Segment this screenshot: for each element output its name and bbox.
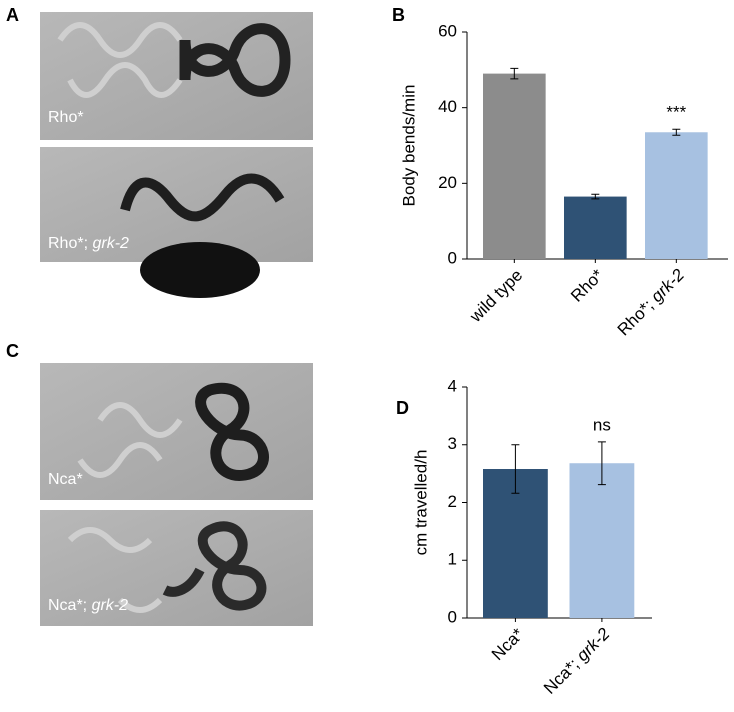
y-tick-label: 2 bbox=[448, 492, 457, 511]
photo: Nca*; grk-2 bbox=[40, 510, 313, 626]
bar bbox=[569, 463, 635, 618]
y-tick-label: 3 bbox=[448, 434, 457, 453]
y-tick-label: 20 bbox=[438, 173, 457, 192]
y-tick-label: 40 bbox=[438, 97, 457, 116]
y-tick-label: 1 bbox=[448, 550, 457, 569]
y-tick-label: 4 bbox=[448, 376, 457, 395]
bar bbox=[564, 196, 627, 259]
bar bbox=[483, 73, 546, 259]
y-axis-label: cm travelled/h bbox=[411, 450, 430, 556]
annotation: *** bbox=[666, 103, 686, 122]
photo-caption: Nca*; grk-2 bbox=[48, 597, 128, 614]
panel-label: B bbox=[392, 5, 405, 25]
annotation: ns bbox=[593, 415, 611, 434]
photo-caption: Rho* bbox=[48, 109, 84, 126]
photo-caption: Nca* bbox=[48, 471, 83, 488]
error-bar bbox=[510, 67, 519, 80]
panel-label: A bbox=[6, 5, 19, 25]
panel-label: C bbox=[6, 341, 19, 361]
x-tick-label: Rho* bbox=[567, 265, 607, 305]
photo: Nca* bbox=[40, 363, 313, 500]
x-tick-label: Rho*; grk-2 bbox=[614, 265, 689, 340]
x-tick-label: wild type bbox=[465, 266, 526, 327]
x-tick-label: Nca* bbox=[488, 624, 528, 664]
error-bar bbox=[672, 128, 681, 136]
photo-caption: Rho*; grk-2 bbox=[48, 235, 129, 252]
error-bar bbox=[511, 444, 520, 494]
x-tick-label: Nca*; grk-2 bbox=[540, 624, 614, 698]
bar bbox=[483, 469, 548, 618]
error-bar bbox=[597, 441, 606, 486]
photo: Rho* bbox=[40, 12, 313, 140]
y-axis-label: Body bends/min bbox=[399, 85, 418, 207]
y-tick-label: 0 bbox=[448, 248, 457, 267]
y-tick-label: 0 bbox=[448, 607, 457, 626]
bar bbox=[645, 132, 708, 259]
error-bar bbox=[591, 193, 600, 200]
y-tick-label: 60 bbox=[438, 21, 457, 40]
panel-label: D bbox=[396, 398, 409, 418]
photo: Rho*; grk-2 bbox=[40, 147, 313, 298]
